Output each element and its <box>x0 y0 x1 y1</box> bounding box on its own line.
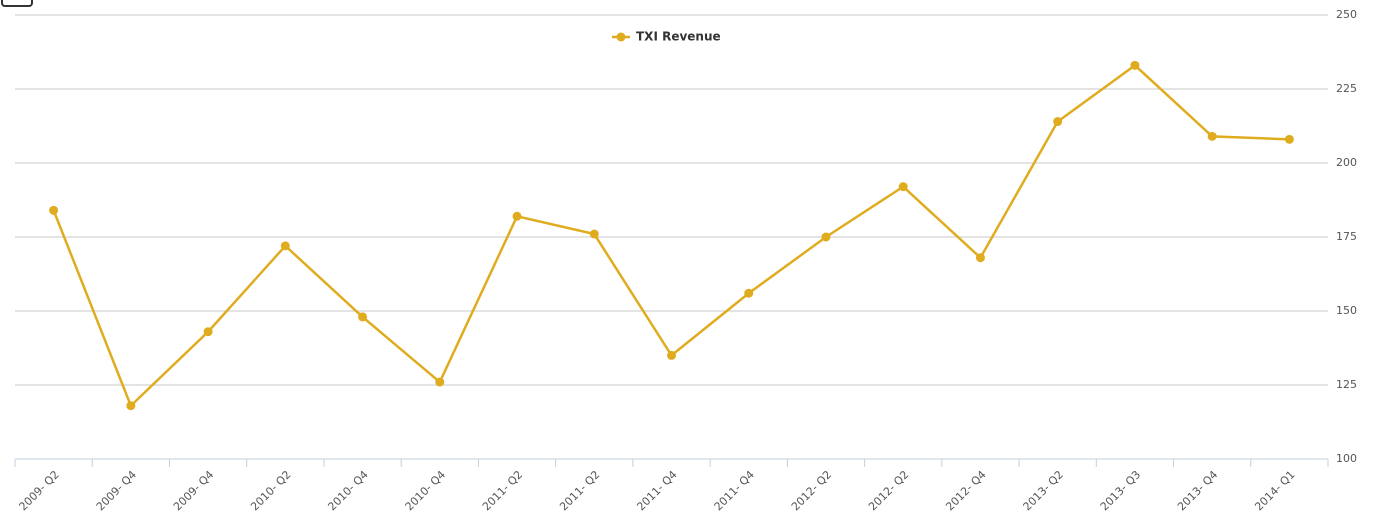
x-tick-label: 2012- Q2 <box>866 468 911 513</box>
point <box>126 401 136 411</box>
x-tick-label: 2011- Q2 <box>557 468 602 513</box>
x-tick-label: 2010- Q2 <box>248 468 293 513</box>
point <box>821 232 831 242</box>
legend-marker <box>616 32 626 42</box>
x-tick-label: 2013- Q2 <box>1021 468 1066 513</box>
point <box>203 327 213 337</box>
point <box>280 241 290 251</box>
x-tick-label: 2013- Q4 <box>1175 468 1220 513</box>
point <box>667 350 676 360</box>
point <box>358 312 368 322</box>
point <box>1053 117 1063 127</box>
x-tick-label: 2010- Q4 <box>325 468 370 513</box>
x-tick-label: 2013- Q3 <box>1098 468 1143 513</box>
x-tick-label: 2009- Q4 <box>94 468 139 513</box>
x-tick-label: 2011- Q4 <box>634 468 679 513</box>
point <box>512 211 522 221</box>
y-tick-label: 100 <box>1336 452 1357 465</box>
x-tick-label: 2011- Q4 <box>712 468 757 513</box>
menu-button[interactable] <box>1 0 33 7</box>
point <box>1207 131 1217 141</box>
point <box>589 229 599 239</box>
x-tick-label: 2014- Q1 <box>1252 468 1297 513</box>
x-tick-label: 2009- Q2 <box>17 468 62 513</box>
point <box>435 377 445 387</box>
y-tick-label: 125 <box>1336 378 1357 391</box>
y-tick-label: 225 <box>1336 82 1357 95</box>
legend-label: TXI Revenue <box>636 30 721 44</box>
x-tick-label: 2012- Q4 <box>943 468 988 513</box>
x-tick-label: 2009- Q4 <box>171 468 216 513</box>
y-tick-label: 175 <box>1336 230 1357 243</box>
point <box>898 182 908 192</box>
point <box>744 288 754 298</box>
point <box>49 205 59 215</box>
x-tick-label: 2011- Q2 <box>480 468 525 513</box>
y-tick-label: 200 <box>1336 156 1357 169</box>
x-tick-label: 2010- Q4 <box>403 468 448 513</box>
x-tick-label: 2012- Q2 <box>789 468 834 513</box>
y-tick-label: 250 <box>1336 8 1357 21</box>
point <box>975 253 985 263</box>
point <box>1284 134 1294 144</box>
point <box>1130 60 1140 70</box>
y-tick-label: 150 <box>1336 304 1357 317</box>
